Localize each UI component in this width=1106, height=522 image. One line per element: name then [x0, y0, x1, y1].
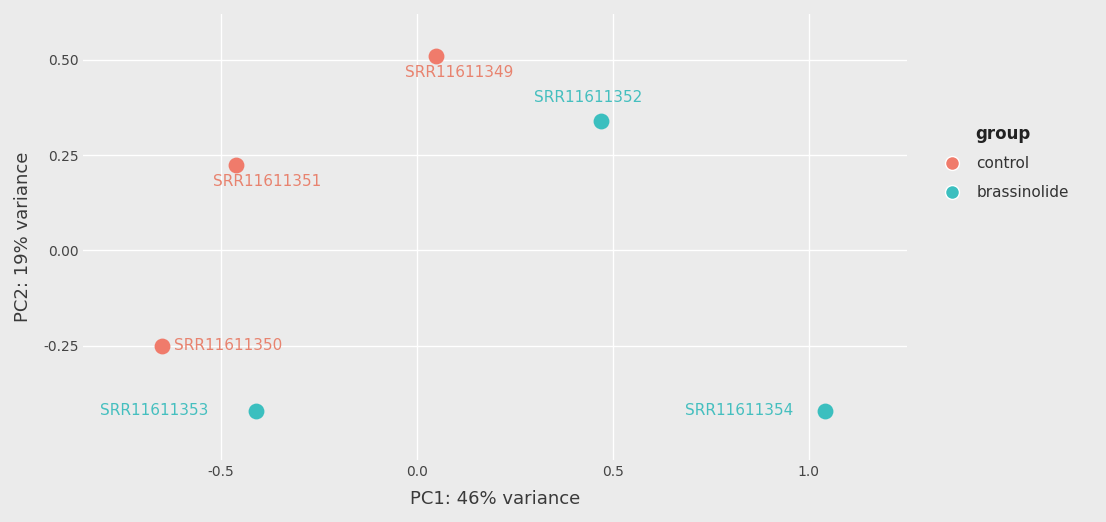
- Point: [228, 160, 246, 169]
- Text: SRR11611349: SRR11611349: [405, 65, 513, 80]
- Text: SRR11611353: SRR11611353: [101, 403, 209, 418]
- X-axis label: PC1: 46% variance: PC1: 46% variance: [410, 490, 581, 508]
- Y-axis label: PC2: 19% variance: PC2: 19% variance: [14, 152, 32, 322]
- Text: SRR11611354: SRR11611354: [685, 403, 793, 418]
- Point: [592, 116, 609, 125]
- Point: [153, 341, 170, 350]
- Legend: control, brassinolide: control, brassinolide: [922, 111, 1083, 214]
- Text: SRR11611350: SRR11611350: [174, 338, 282, 353]
- Point: [247, 407, 264, 415]
- Point: [427, 52, 445, 60]
- Point: [816, 407, 834, 415]
- Text: SRR11611352: SRR11611352: [534, 90, 643, 105]
- Text: SRR11611351: SRR11611351: [212, 174, 321, 189]
